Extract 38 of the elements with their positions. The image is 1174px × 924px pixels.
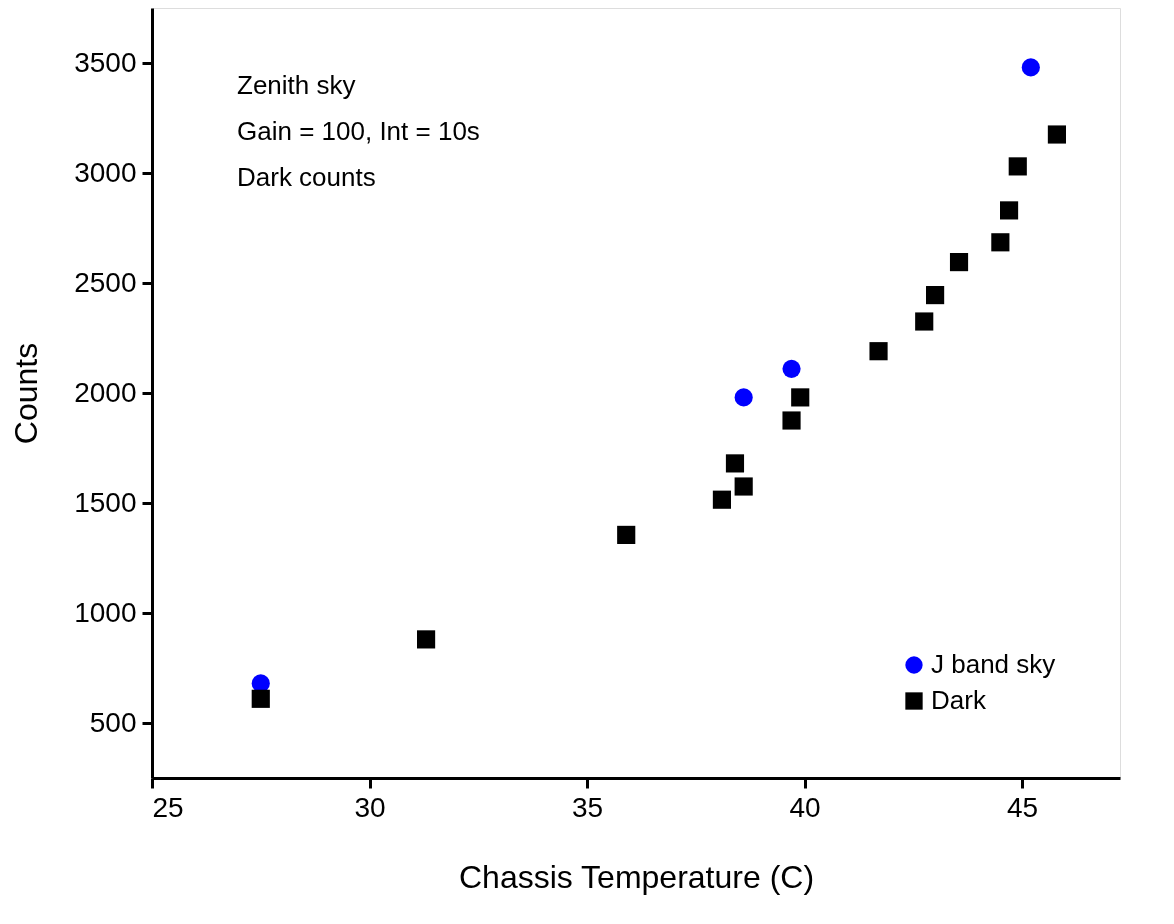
point bbox=[791, 388, 810, 407]
x-tick-label: 40 bbox=[789, 791, 821, 823]
point bbox=[1021, 58, 1040, 77]
point bbox=[915, 312, 934, 331]
point bbox=[782, 411, 801, 430]
point bbox=[999, 201, 1019, 220]
y-tick-label: 1500 bbox=[74, 486, 137, 518]
point bbox=[725, 454, 745, 473]
point bbox=[782, 359, 801, 378]
point bbox=[417, 630, 436, 649]
annotation: Zenith sky bbox=[237, 70, 356, 100]
point bbox=[869, 342, 888, 361]
x-tick-label: 35 bbox=[571, 791, 604, 823]
point bbox=[991, 233, 1010, 252]
x-tick-label: 30 bbox=[354, 791, 386, 823]
annotation: Gain = 100, Int = 10s bbox=[237, 116, 480, 146]
annotation: Dark counts bbox=[237, 162, 376, 192]
y-tick-label: 500 bbox=[89, 706, 137, 738]
point bbox=[1008, 157, 1027, 176]
y-axis-title: Counts bbox=[8, 342, 45, 445]
point bbox=[712, 490, 732, 509]
legend-label: Dark bbox=[931, 685, 987, 715]
point bbox=[1047, 125, 1066, 144]
point bbox=[251, 689, 270, 708]
point bbox=[926, 286, 945, 305]
y-tick-label: 2000 bbox=[74, 376, 137, 408]
point bbox=[949, 253, 969, 272]
legend-label: J band sky bbox=[931, 649, 1056, 679]
y-tick-label: 3500 bbox=[74, 46, 137, 78]
point bbox=[734, 388, 753, 407]
x-tick-label: 45 bbox=[1007, 791, 1039, 823]
point bbox=[617, 525, 636, 544]
x-axis-title: Chassis Temperature (C) bbox=[458, 858, 815, 895]
x-tick-label: 25 bbox=[152, 791, 184, 823]
y-tick-label: 3000 bbox=[74, 156, 137, 188]
y-tick-label: 1000 bbox=[74, 596, 137, 628]
y-tick-label: 2500 bbox=[74, 266, 137, 298]
point bbox=[734, 477, 753, 496]
